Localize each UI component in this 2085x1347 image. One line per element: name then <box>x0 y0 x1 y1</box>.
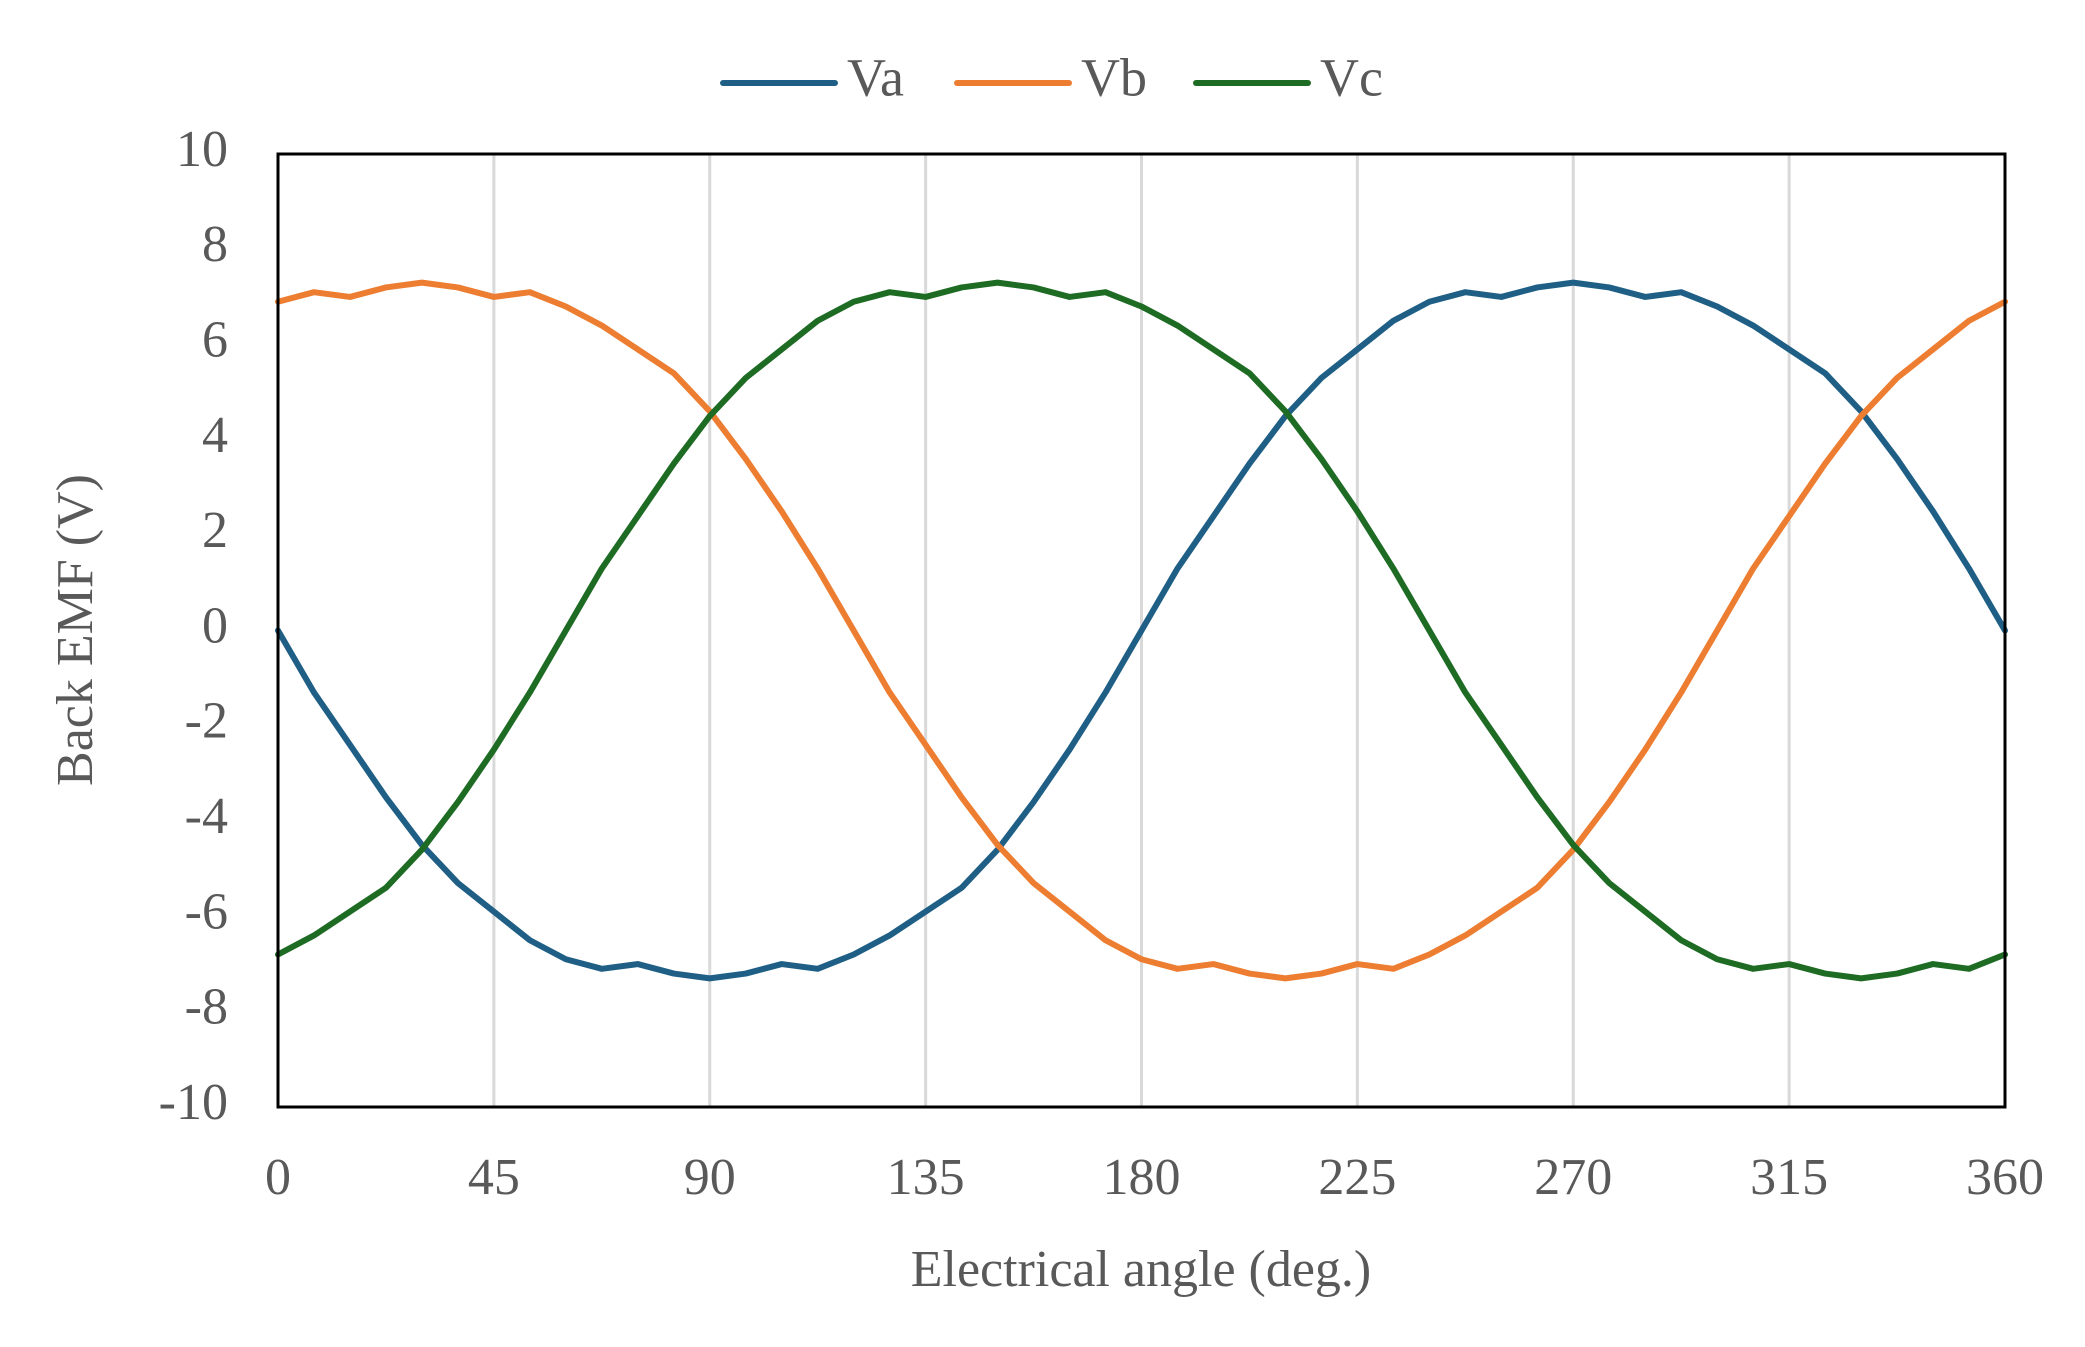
x-tick-label: 225 <box>1318 1149 1396 1206</box>
y-tick-label: 6 <box>202 312 228 369</box>
y-tick-label: -8 <box>185 979 228 1036</box>
x-tick-label: 0 <box>265 1149 291 1206</box>
x-tick-label: 180 <box>1103 1149 1181 1206</box>
y-tick-label: 2 <box>202 502 228 559</box>
x-axis-label: Electrical angle (deg.) <box>911 1241 1372 1298</box>
x-tick-label: 315 <box>1750 1149 1828 1206</box>
y-tick-label: -10 <box>159 1074 228 1131</box>
y-tick-label: -6 <box>185 883 228 940</box>
legend-label: Vc <box>1320 47 1383 107</box>
x-tick-label: 360 <box>1966 1149 2044 1206</box>
legend-label: Vb <box>1081 47 1147 107</box>
x-tick-label: 270 <box>1534 1149 1612 1206</box>
line-series <box>275 279 2008 982</box>
legend-label: Va <box>847 47 904 107</box>
y-tick-label: 4 <box>202 407 228 464</box>
y-tick-label: -2 <box>185 693 228 750</box>
y-tick-label: 0 <box>202 597 228 654</box>
x-tick-label: 90 <box>684 1149 736 1206</box>
line-series <box>275 279 2008 982</box>
x-tick-label: 45 <box>468 1149 520 1206</box>
y-tick-label: 10 <box>176 121 228 178</box>
y-tick-label: -4 <box>185 788 228 845</box>
y-axis-label: Back EMF (V) <box>47 474 104 786</box>
x-tick-label: 135 <box>887 1149 965 1206</box>
plot-frame <box>276 152 2007 1109</box>
line-series <box>275 279 2008 982</box>
y-tick-label: 8 <box>202 216 228 273</box>
